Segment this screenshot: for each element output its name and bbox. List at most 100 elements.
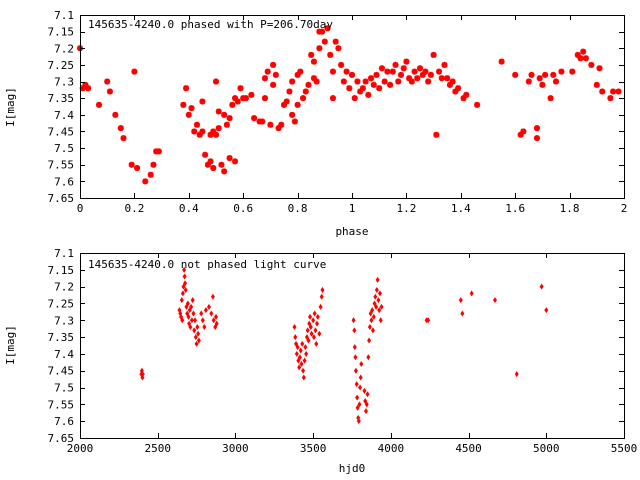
top-data-point — [259, 118, 266, 125]
bottom-data-point — [492, 297, 497, 304]
top-data-point — [517, 131, 524, 138]
bottom-data-point — [194, 340, 199, 347]
top-data-point — [294, 101, 301, 108]
bottom-data-point — [203, 307, 208, 314]
top-data-point — [128, 161, 135, 168]
top-x-tick-label: 1.2 — [396, 202, 416, 215]
top-data-point — [134, 165, 141, 172]
top-data-point — [414, 75, 421, 82]
top-data-point — [536, 75, 543, 82]
bottom-data-point — [314, 340, 319, 347]
top-data-point — [210, 128, 217, 135]
top-data-point — [512, 71, 519, 78]
top-x-tick-label: 0.4 — [179, 202, 199, 215]
top-data-point — [389, 68, 396, 75]
top-data-point — [204, 161, 211, 168]
bottom-data-point — [186, 313, 191, 320]
bottom-data-point — [189, 317, 194, 324]
bottom-x-tick-label: 5000 — [533, 442, 560, 455]
top-data-point — [229, 101, 236, 108]
top-data-point — [131, 68, 138, 75]
top-data-point — [264, 68, 271, 75]
bottom-data-point — [292, 324, 297, 330]
top-data-point — [261, 95, 268, 102]
top-data-point — [218, 161, 225, 168]
top-data-point — [335, 45, 342, 52]
top-x-tick-label: 0.2 — [124, 202, 144, 215]
top-data-point — [316, 45, 323, 52]
top-data-point — [498, 58, 505, 65]
top-data-point — [528, 71, 535, 78]
bottom-y-tick-label: 7.6 — [54, 415, 74, 428]
top-data-point — [213, 131, 219, 138]
bottom-data-point — [190, 297, 195, 304]
top-data-point — [384, 68, 391, 75]
top-data-point — [270, 81, 277, 88]
bottom-data-point — [214, 320, 219, 327]
bottom-data-point — [370, 307, 375, 314]
top-data-point — [191, 128, 198, 135]
top-data-point — [79, 85, 86, 92]
bottom-data-point — [358, 384, 363, 391]
bottom-data-point — [179, 297, 184, 304]
bottom-y-tick-label: 7.2 — [54, 281, 74, 294]
top-data-point — [289, 111, 296, 118]
top-x-axis-label: phase — [335, 225, 368, 238]
top-data-point — [261, 75, 268, 82]
top-data-point — [378, 65, 385, 72]
top-data-point — [329, 68, 336, 75]
top-data-point — [433, 131, 440, 138]
top-data-point — [359, 85, 366, 92]
top-data-point — [215, 125, 222, 132]
bottom-y-tick-label: 7.3 — [54, 314, 74, 327]
top-data-point — [569, 68, 576, 75]
top-data-point — [117, 125, 124, 132]
top-data-point — [267, 121, 274, 128]
bottom-y-axis-label: I[mag] — [4, 325, 17, 365]
top-data-point — [351, 95, 358, 102]
bottom-data-point — [304, 350, 309, 357]
bottom-data-point — [374, 303, 379, 310]
top-data-point — [278, 121, 285, 128]
top-data-point — [226, 115, 233, 122]
top-data-point — [376, 85, 383, 92]
bottom-data-point — [366, 354, 371, 361]
top-data-point — [463, 91, 470, 98]
bottom-data-point — [196, 330, 201, 337]
top-data-point — [96, 101, 103, 108]
bottom-data-point — [306, 337, 311, 344]
bottom-data-point — [297, 354, 302, 361]
top-data-point — [319, 28, 326, 35]
bottom-data-point — [353, 354, 358, 361]
top-data-point — [332, 38, 339, 45]
bottom-x-tick-label: 3500 — [300, 442, 327, 455]
bottom-y-tick-label: 7.15 — [48, 264, 75, 277]
top-data-point — [313, 78, 320, 85]
top-data-point — [403, 58, 410, 65]
bottom-data-point — [305, 327, 310, 334]
bottom-panel: 2000 2500 3000 3500 4000 4500 5000 5500 7.1 7.15 7… — [4, 247, 637, 475]
bottom-data-point — [299, 361, 304, 367]
bottom-data-point — [544, 307, 549, 314]
top-data-point — [436, 68, 443, 75]
bottom-data-point — [182, 273, 187, 280]
bottom-data-point — [192, 327, 197, 334]
top-data-point — [286, 88, 293, 95]
top-data-point — [207, 158, 214, 165]
bottom-data-point — [209, 310, 214, 317]
bottom-data-point — [353, 367, 358, 374]
bottom-data-point — [297, 364, 302, 371]
bottom-data-point — [354, 381, 359, 388]
top-data-point — [542, 71, 549, 78]
bottom-y-tick-label: 7.65 — [48, 432, 75, 445]
top-y-axis-label: I[mag] — [4, 87, 17, 127]
top-y-tick-label: 7.2 — [54, 42, 74, 55]
top-data-point — [196, 131, 203, 138]
top-data-point — [346, 85, 353, 92]
top-data-point — [533, 135, 540, 142]
top-data-point — [329, 95, 336, 102]
bottom-data-point — [539, 283, 544, 290]
top-data-point — [553, 78, 559, 85]
top-data-point — [610, 88, 617, 95]
top-data-point — [237, 85, 244, 92]
